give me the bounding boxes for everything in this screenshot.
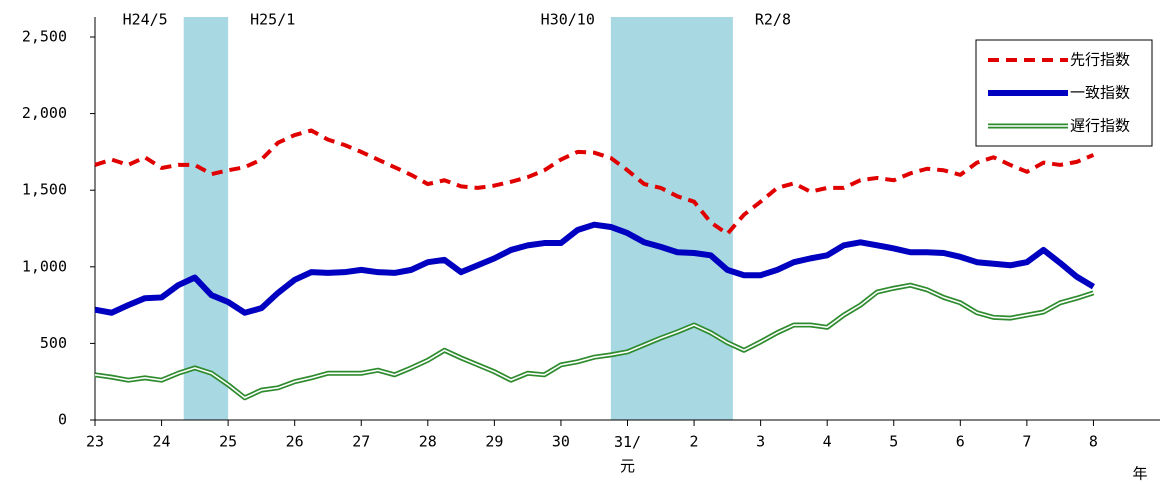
x-tick-label: 27	[352, 433, 370, 451]
x-tick-label: 28	[419, 433, 437, 451]
x-tick-label: 26	[286, 433, 304, 451]
y-tick-label: 1,000	[22, 257, 67, 275]
x-tick-label-line: 31/	[614, 433, 641, 451]
shade-start-label: H24/5	[123, 11, 168, 29]
shaded-period	[610, 17, 733, 420]
shade-end-label: H25/1	[250, 11, 295, 29]
x-tick-label: 5	[889, 433, 898, 451]
y-tick-label: 1,500	[22, 181, 67, 199]
x-tick-label: 8	[1089, 433, 1098, 451]
x-tick-label: 25	[219, 433, 237, 451]
series-line	[94, 282, 1095, 401]
series-line	[94, 128, 1095, 236]
x-tick-label: 3	[756, 433, 765, 451]
x-tick-label: 23	[86, 433, 104, 451]
shade-end-label: R2/8	[755, 11, 791, 29]
x-tick-label: 6	[956, 433, 965, 451]
x-tick-label-line: 元	[620, 457, 635, 475]
x-tick-label: 30	[552, 433, 570, 451]
series-line	[94, 221, 1095, 316]
legend-label: 先行指数	[1070, 51, 1130, 69]
series-line-inner	[94, 284, 1094, 399]
y-tick-label: 2,000	[22, 104, 67, 122]
shaded-period	[183, 17, 229, 420]
shade-start-label: H30/10	[541, 11, 595, 29]
x-axis-label: 年	[1132, 465, 1147, 483]
y-tick-label: 0	[58, 411, 67, 429]
legend-label: 遅行指数	[1070, 117, 1130, 135]
x-tick-label: 4	[823, 433, 832, 451]
legend-label: 一致指数	[1070, 84, 1130, 102]
y-tick-label: 2,500	[22, 28, 67, 46]
y-tick-label: 500	[40, 334, 67, 352]
x-tick-label: 7	[1022, 433, 1031, 451]
x-tick-label: 31/元	[614, 433, 641, 475]
x-tick-label: 2	[690, 433, 699, 451]
x-tick-label: 29	[485, 433, 503, 451]
x-tick-label: 24	[153, 433, 171, 451]
